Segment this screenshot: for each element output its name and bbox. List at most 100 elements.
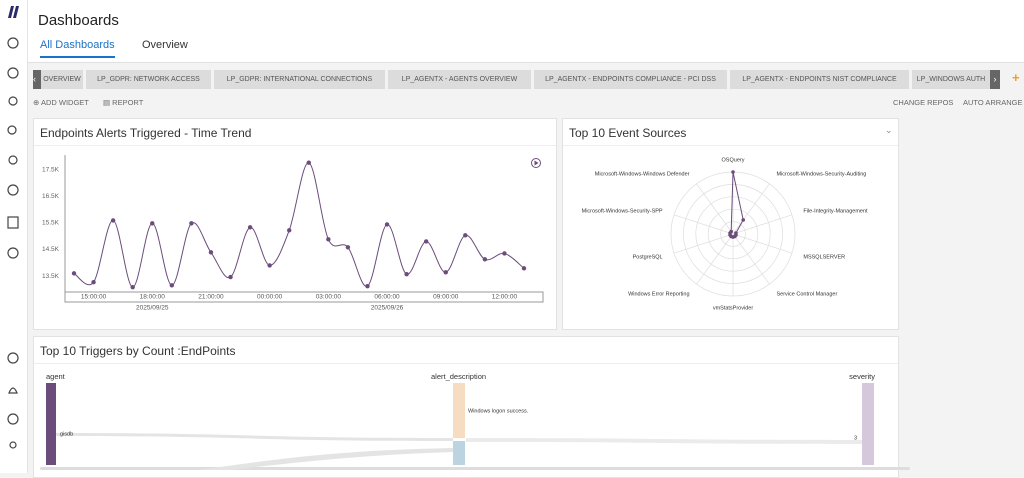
nav-icon[interactable]: [8, 96, 18, 106]
widget-title: Endpoints Alerts Triggered - Time Trend: [40, 126, 252, 140]
dashboard-tab[interactable]: LP_GDPR: NETWORK ACCESS: [86, 70, 211, 89]
data-point: [482, 257, 488, 262]
data-point: [267, 263, 272, 268]
data-point: [404, 271, 409, 277]
radar-label: File-Integrity-Management: [803, 209, 868, 215]
radar-spoke: [732, 233, 770, 285]
dashboard-tab[interactable]: LP_AGENTX - ENDPOINTS COMPLIANCE - PCI D…: [534, 70, 727, 89]
tab-scroll-left[interactable]: ‹: [33, 70, 41, 89]
radar-spoke: [673, 214, 734, 235]
dashboard-tab[interactable]: OVERVIEW: [41, 70, 83, 89]
widget-title: Top 10 Event Sources: [569, 126, 687, 140]
widget-title: Top 10 Triggers by Count :EndPoints: [40, 344, 236, 358]
node-label: 3: [854, 435, 857, 441]
data-point: [150, 221, 155, 226]
radar-label: OSQuery: [722, 157, 745, 163]
sankey-node: [46, 383, 56, 465]
radar-label: Microsoft-Windows-Security-SPP: [582, 209, 663, 215]
date-label: 2025/09/26: [371, 305, 404, 312]
y-tick-label: 16.5K: [42, 193, 60, 200]
radar-line: [729, 171, 744, 238]
radar-spoke: [696, 233, 734, 285]
data-point: [110, 218, 116, 223]
sidebar-icons: [7, 6, 19, 449]
divider: [563, 145, 898, 146]
logo[interactable]: [8, 6, 19, 18]
data-point: [463, 233, 468, 238]
data-point: [326, 237, 331, 242]
add-widget-button[interactable]: ⊕ ADD WIDGET: [33, 98, 89, 107]
x-tick-label: 12:00:00: [492, 294, 518, 301]
report-button[interactable]: ▤ REPORT: [103, 98, 144, 107]
x-tick-label: 21:00:00: [198, 294, 224, 301]
nav-icon[interactable]: [7, 352, 19, 364]
radar-label: vmStatsProvider: [713, 305, 754, 311]
data-point: [71, 271, 77, 276]
x-axis: [64, 291, 544, 303]
nav-icon[interactable]: [7, 125, 17, 135]
y-tick-label: 15.5K: [42, 220, 60, 227]
radar-spoke: [732, 183, 770, 235]
x-tick-label: 00:00:00: [257, 294, 283, 301]
dashboard-tab[interactable]: LP_GDPR: INTERNATIONAL CONNECTIONS: [214, 70, 385, 89]
nav-icon[interactable]: [7, 67, 19, 79]
dashboard-tab[interactable]: LP_WINDOWS AUTH: [912, 70, 990, 89]
widget: Top 10 Triggers by Count :EndPoints: [33, 336, 899, 478]
dashboard-tab[interactable]: LP_AGENTX - AGENTS OVERVIEW: [388, 70, 531, 89]
nav-icon[interactable]: [7, 184, 19, 196]
radar-point: [729, 229, 733, 234]
radar-spoke: [732, 233, 793, 254]
column-header: severity: [849, 372, 875, 381]
radar-label: Windows Error Reporting: [628, 291, 689, 297]
header: Dashboards All Dashboards Overview: [28, 0, 1024, 63]
data-point: [345, 245, 351, 250]
sidebar: [0, 0, 28, 473]
data-point: [247, 225, 253, 230]
collapse-icon[interactable]: ⌄: [885, 125, 893, 135]
nav-icon[interactable]: [7, 413, 19, 425]
nav-icon[interactable]: [7, 216, 19, 229]
nav-icon[interactable]: [8, 155, 18, 165]
data-point: [189, 221, 194, 226]
column-header: alert_description: [431, 372, 486, 381]
radar-label: Service Control Manager: [776, 291, 837, 297]
radar-spoke: [732, 214, 793, 235]
nav-icon[interactable]: [8, 387, 18, 394]
sankey-link: [56, 433, 453, 441]
auto-arrange-button[interactable]: AUTO ARRANGE: [963, 98, 1023, 107]
data-point: [91, 279, 96, 285]
trend-line: [73, 162, 525, 288]
data-point: [502, 251, 507, 256]
play-icon[interactable]: [531, 158, 541, 168]
nav-icon[interactable]: [7, 37, 19, 49]
play-icon-arrow: [534, 160, 539, 166]
page-title: Dashboards: [38, 12, 119, 29]
node-label: gisdb: [60, 431, 73, 437]
radar-point: [731, 170, 735, 174]
button-label: ADD WIDGET: [40, 98, 89, 107]
dashboard-tab[interactable]: LP_AGENTX - ENDPOINTS NIST COMPLIANCE: [730, 70, 909, 89]
x-tick-label: 15:00:00: [81, 294, 107, 301]
x-tick-label: 06:00:00: [374, 294, 400, 301]
node-label: Windows logon success.: [468, 408, 529, 414]
divider: [34, 363, 898, 364]
change-repos-button[interactable]: CHANGE REPOS: [893, 98, 954, 107]
tab-scroll-right[interactable]: ›: [990, 70, 1000, 89]
add-tab[interactable]: +: [1012, 70, 1020, 85]
data-point: [443, 270, 448, 275]
nav-icon[interactable]: [9, 441, 17, 449]
nav-icon[interactable]: [7, 247, 19, 259]
scrollbar[interactable]: [40, 467, 910, 470]
data-point: [306, 160, 311, 165]
y-tick-label: 13.5K: [42, 273, 60, 280]
column-header: agent: [46, 372, 66, 381]
header-tab[interactable]: Overview: [142, 39, 188, 51]
header-tab[interactable]: All Dashboards: [40, 39, 115, 58]
x-tick-label: 03:00:00: [316, 294, 342, 301]
data-point: [521, 266, 527, 271]
radar-label: Microsoft-Windows-Windows Defender: [595, 172, 690, 178]
y-tick-label: 14.5K: [42, 246, 60, 253]
data-point: [287, 228, 292, 233]
